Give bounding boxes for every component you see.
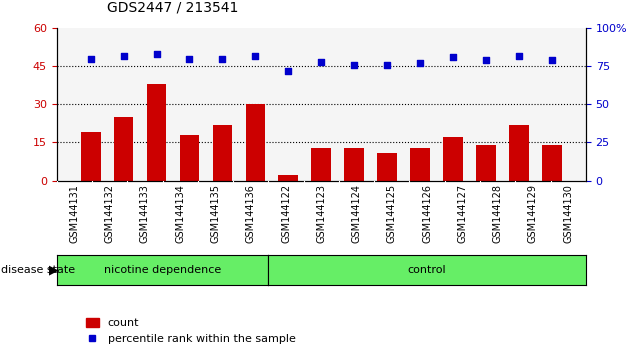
Bar	[345, 148, 364, 181]
Bar	[113, 117, 134, 181]
Bar	[410, 148, 430, 181]
Bar	[278, 176, 298, 181]
Text: GSM144129: GSM144129	[528, 184, 538, 243]
Point	[217, 56, 227, 62]
Point	[151, 51, 161, 57]
Text: GSM144126: GSM144126	[422, 184, 432, 243]
Text: GSM144127: GSM144127	[457, 184, 467, 244]
Legend: count, percentile rank within the sample: count, percentile rank within the sample	[81, 313, 300, 348]
Point	[547, 57, 557, 63]
Bar	[180, 135, 199, 181]
Text: GDS2447 / 213541: GDS2447 / 213541	[107, 0, 239, 14]
Text: GSM144134: GSM144134	[175, 184, 185, 243]
Text: GSM144132: GSM144132	[105, 184, 115, 243]
Point	[382, 62, 392, 68]
Point	[284, 68, 294, 74]
Text: GSM144125: GSM144125	[387, 184, 397, 244]
Text: GSM144124: GSM144124	[352, 184, 362, 243]
Point	[86, 56, 96, 62]
Point	[448, 55, 458, 60]
Bar	[147, 84, 166, 181]
Point	[481, 57, 491, 63]
Bar	[509, 125, 529, 181]
Bar	[81, 132, 101, 181]
Point	[514, 53, 524, 58]
Point	[415, 61, 425, 66]
Point	[185, 56, 195, 62]
Text: GSM144122: GSM144122	[281, 184, 291, 244]
Point	[316, 59, 326, 65]
Point	[349, 62, 359, 68]
Bar	[377, 153, 397, 181]
Point	[118, 53, 129, 58]
Text: GSM144123: GSM144123	[316, 184, 326, 243]
Text: GSM144136: GSM144136	[246, 184, 256, 243]
Text: GSM144130: GSM144130	[563, 184, 573, 243]
Text: GSM144131: GSM144131	[69, 184, 79, 243]
Text: nicotine dependence: nicotine dependence	[104, 265, 221, 275]
Bar	[311, 148, 331, 181]
Bar	[246, 104, 265, 181]
Text: control: control	[408, 265, 447, 275]
Bar	[542, 145, 562, 181]
Text: ▶: ▶	[49, 263, 59, 276]
Bar	[476, 145, 496, 181]
Bar	[212, 125, 232, 181]
Point	[250, 53, 260, 58]
Text: GSM144133: GSM144133	[140, 184, 150, 243]
Text: disease state: disease state	[1, 265, 75, 275]
Text: GSM144128: GSM144128	[493, 184, 503, 243]
Bar	[444, 137, 463, 181]
Text: GSM144135: GSM144135	[210, 184, 220, 243]
